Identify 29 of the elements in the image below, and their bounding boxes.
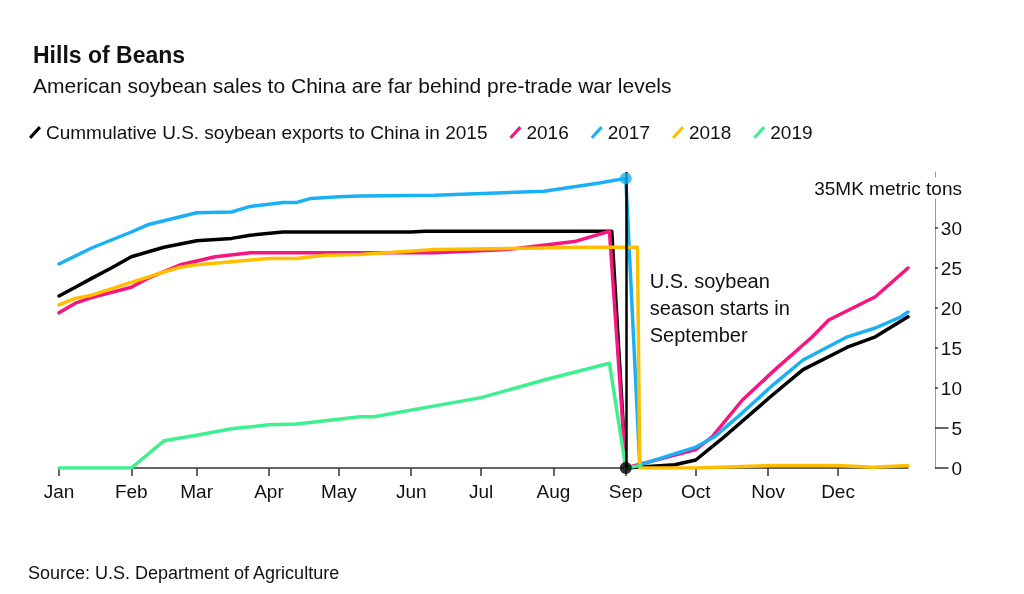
x-tick-label: Oct — [680, 481, 712, 502]
y-tick-label: 10 — [940, 377, 962, 399]
x-tick-label: Aug — [536, 481, 571, 502]
x-tick-label: Dec — [821, 481, 855, 502]
x-tick-label: Jul — [469, 481, 494, 502]
x-tick-label: Jun — [395, 481, 427, 502]
y-tick-label: 30 — [940, 217, 962, 239]
y-tick-label: 20 — [940, 297, 962, 319]
legend-label: 2018 — [688, 122, 732, 143]
source-note: Source: U.S. Department of Agriculture — [28, 563, 340, 583]
chart-subtitle: American soybean sales to China are far behind pre-trade war levels — [33, 74, 672, 97]
annotation: U.S. soybean season starts in September — [649, 270, 796, 346]
legend-label: Cummulative U.S. soybean exports to China in 2015 — [46, 122, 488, 143]
y-tick-label: 35MK metric tons — [814, 177, 962, 199]
x-tick-label: Apr — [254, 481, 285, 502]
x-tick-label: Nov — [751, 481, 786, 502]
y-tick-label: 5 — [951, 417, 962, 439]
x-tick-label: Mar — [180, 481, 214, 502]
y-tick-label: 25 — [940, 257, 962, 279]
x-tick-label: Feb — [114, 481, 148, 502]
x-tick-label: Sep — [608, 481, 643, 502]
x-tick-label: Jan — [43, 481, 75, 502]
legend-label: 2016 — [526, 122, 569, 143]
y-tick-label: 15 — [940, 337, 962, 359]
legend-label: 2019 — [770, 122, 813, 143]
chart-title: Hills of Beans — [33, 41, 186, 68]
legend-label: 2017 — [607, 122, 650, 143]
y-tick-label: 0 — [951, 457, 962, 479]
x-tick-label: May — [320, 481, 358, 502]
